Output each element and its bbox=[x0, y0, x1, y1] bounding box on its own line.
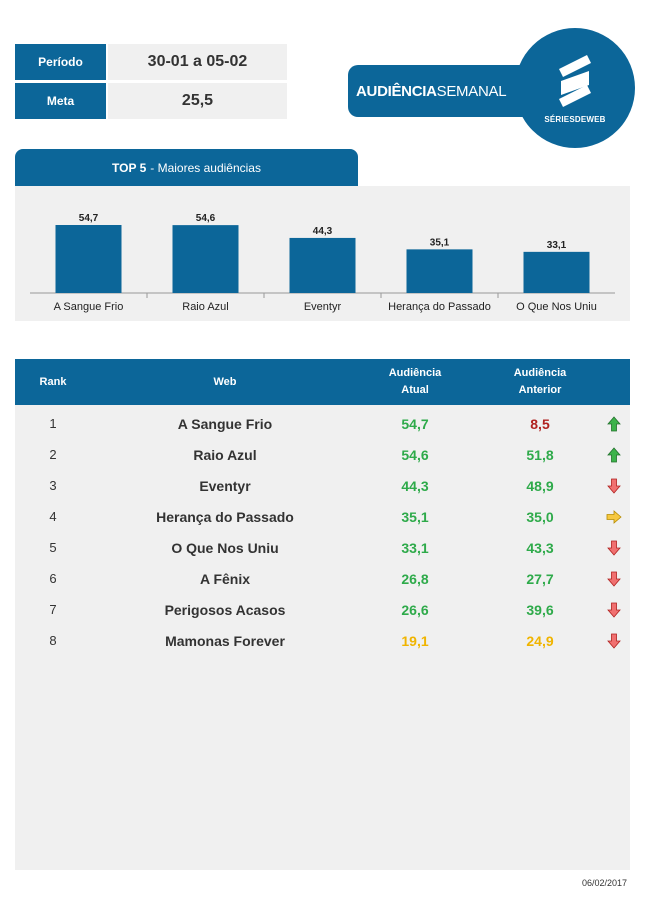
ranking-header: Rank Web Audiência Atual Audiência Anter… bbox=[15, 359, 630, 405]
arrow-down-icon bbox=[603, 625, 625, 656]
previous-audience-cell: 8,5 bbox=[530, 415, 550, 432]
rank-cell: 3 bbox=[49, 478, 57, 493]
top5-chart-svg: 54,7 A Sangue Frio 54,6 Raio Azul 44,3 Eventy… bbox=[30, 213, 615, 313]
period-value: 30-01 a 05-02 bbox=[108, 44, 287, 80]
arrow-down-icon bbox=[603, 563, 625, 594]
bar-4 bbox=[406, 249, 473, 293]
top5-title-bold: TOP 5 bbox=[112, 160, 147, 175]
audiencia-semanal-banner: AUDIÊNCIA SEMANAL bbox=[348, 65, 538, 117]
web-cell: Raio Azul bbox=[193, 446, 257, 463]
arrow-up-icon bbox=[603, 408, 625, 439]
report-date: 06/02/2017 bbox=[581, 878, 627, 888]
web-cell: Herança do Passado bbox=[156, 508, 294, 525]
web-cell: O Que Nos Uniu bbox=[171, 539, 279, 556]
header-previous: Audiência Anterior bbox=[500, 359, 580, 405]
category-label: Herança do Passado bbox=[388, 301, 491, 313]
header-previous-line1: Audiência bbox=[513, 367, 567, 379]
current-audience-cell: 33,1 bbox=[401, 539, 429, 556]
header-previous-line2: Anterior bbox=[518, 384, 562, 396]
rank-cell: 7 bbox=[49, 602, 57, 617]
top5-header: TOP 5 - Maiores audiências bbox=[15, 149, 358, 186]
bar-2 bbox=[172, 225, 239, 293]
arrow-down-icon bbox=[603, 470, 625, 501]
rank-cell: 2 bbox=[49, 447, 57, 462]
current-audience-cell: 54,7 bbox=[401, 415, 429, 432]
bar-1 bbox=[55, 225, 122, 293]
table-row: 4 Herança do Passado 35,1 35,0 bbox=[15, 501, 630, 532]
bar-value-label: 35,1 bbox=[430, 237, 450, 248]
category-label: Raio Azul bbox=[182, 301, 228, 313]
rank-cell: 1 bbox=[49, 416, 57, 431]
rank-cell: 4 bbox=[49, 509, 57, 524]
header-current: Audiência Atual bbox=[375, 359, 455, 405]
info-table: Período 30-01 a 05-02 Meta 25,5 bbox=[15, 44, 287, 122]
bar-value-label: 33,1 bbox=[547, 240, 567, 251]
current-audience-cell: 26,6 bbox=[401, 601, 429, 618]
period-row: Período 30-01 a 05-02 bbox=[15, 44, 287, 80]
header-current-line2: Atual bbox=[401, 384, 429, 396]
rank-cell: 5 bbox=[49, 540, 57, 555]
previous-audience-cell: 35,0 bbox=[526, 508, 554, 525]
category-label: Eventyr bbox=[304, 301, 342, 313]
previous-audience-cell: 27,7 bbox=[526, 570, 554, 587]
meta-value: 25,5 bbox=[108, 83, 287, 119]
meta-row: Meta 25,5 bbox=[15, 83, 287, 119]
header-web: Web bbox=[213, 375, 237, 388]
top5-chart: 54,7 A Sangue Frio 54,6 Raio Azul 44,3 Eventy… bbox=[15, 186, 630, 321]
s-logo-icon bbox=[559, 54, 591, 107]
table-row: 1 A Sangue Frio 54,7 8,5 bbox=[15, 408, 630, 439]
current-audience-cell: 26,8 bbox=[401, 570, 429, 587]
table-row: 8 Mamonas Forever 19,1 24,9 bbox=[15, 625, 630, 656]
rank-cell: 8 bbox=[49, 633, 57, 648]
bar-5 bbox=[523, 251, 590, 293]
web-cell: Eventyr bbox=[199, 477, 251, 494]
table-row: 7 Perigosos Acasos 26,6 39,6 bbox=[15, 594, 630, 625]
category-label: O Que Nos Uniu bbox=[516, 301, 597, 313]
web-cell: Perigosos Acasos bbox=[164, 601, 286, 618]
web-cell: A Sangue Frio bbox=[177, 415, 273, 432]
current-audience-cell: 35,1 bbox=[401, 508, 429, 525]
banner-light-text: SEMANAL bbox=[436, 82, 507, 100]
bar-value-label: 54,7 bbox=[79, 213, 99, 224]
top5-title-rest: - Maiores audiências bbox=[150, 160, 261, 175]
period-label: Período bbox=[15, 44, 106, 80]
rank-cell: 6 bbox=[49, 571, 57, 586]
previous-audience-cell: 43,3 bbox=[526, 539, 554, 556]
category-label: A Sangue Frio bbox=[54, 301, 124, 313]
arrow-up-icon bbox=[603, 439, 625, 470]
current-audience-cell: 54,6 bbox=[401, 446, 429, 463]
arrow-down-icon bbox=[603, 594, 625, 625]
table-row: 2 Raio Azul 54,6 51,8 bbox=[15, 439, 630, 470]
web-cell: A Fênix bbox=[199, 570, 251, 587]
previous-audience-cell: 48,9 bbox=[526, 477, 554, 494]
bar-3 bbox=[289, 237, 356, 293]
arrow-down-icon bbox=[603, 532, 625, 563]
bar-value-label: 54,6 bbox=[196, 213, 216, 224]
previous-audience-cell: 39,6 bbox=[526, 601, 554, 618]
table-row: 3 Eventyr 44,3 48,9 bbox=[15, 470, 630, 501]
current-audience-cell: 19,1 bbox=[401, 632, 429, 649]
previous-audience-cell: 51,8 bbox=[526, 446, 554, 463]
table-row: 6 A Fênix 26,8 27,7 bbox=[15, 563, 630, 594]
web-cell: Mamonas Forever bbox=[165, 632, 285, 649]
header-rank: Rank bbox=[39, 375, 67, 388]
previous-audience-cell: 24,9 bbox=[526, 632, 554, 649]
logo-text: SÉRIESDEWEB bbox=[544, 114, 606, 124]
ranking-body: 1 A Sangue Frio 54,7 8,5 2 Raio Azul 54,6 51,8 3… bbox=[15, 405, 630, 870]
current-audience-cell: 44,3 bbox=[401, 477, 429, 494]
header-current-line1: Audiência bbox=[388, 367, 442, 379]
bar-value-label: 44,3 bbox=[313, 226, 333, 237]
series-de-web-logo: SÉRIESDEWEB bbox=[515, 28, 635, 148]
table-row: 5 O Que Nos Uniu 33,1 43,3 bbox=[15, 532, 630, 563]
arrow-right-icon bbox=[603, 501, 625, 532]
banner-bold-text: AUDIÊNCIA bbox=[356, 82, 437, 100]
meta-label: Meta bbox=[15, 83, 106, 119]
